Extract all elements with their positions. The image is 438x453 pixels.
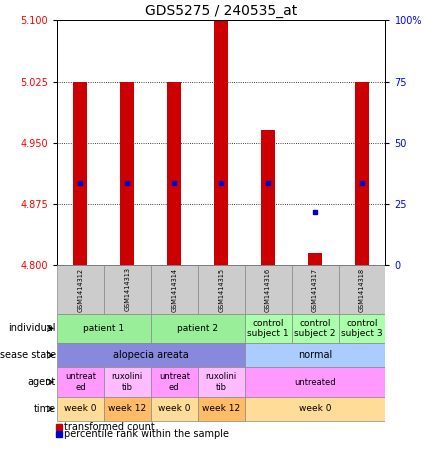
FancyBboxPatch shape [245,343,385,367]
FancyBboxPatch shape [57,265,104,314]
Bar [308,253,322,265]
Text: week 0: week 0 [158,405,191,413]
Text: patient 1: patient 1 [83,324,124,333]
Text: GSM1414315: GSM1414315 [218,267,224,312]
FancyBboxPatch shape [104,367,151,397]
Text: normal: normal [298,350,332,360]
Bar [167,82,181,265]
FancyBboxPatch shape [57,314,151,343]
Bar [74,82,88,265]
FancyBboxPatch shape [104,397,151,421]
Bar [355,82,369,265]
Title: GDS5275 / 240535_at: GDS5275 / 240535_at [145,4,297,18]
Text: agent: agent [28,377,56,387]
FancyBboxPatch shape [292,265,339,314]
Text: week 12: week 12 [202,405,240,413]
Text: GSM1414316: GSM1414316 [265,267,271,312]
Text: untreat
ed: untreat ed [65,372,96,392]
Text: percentile rank within the sample: percentile rank within the sample [64,429,229,439]
Text: GSM1414313: GSM1414313 [124,267,131,312]
Text: time: time [34,404,56,414]
Text: ruxolini
tib: ruxolini tib [205,372,237,392]
Text: alopecia areata: alopecia areata [113,350,189,360]
FancyBboxPatch shape [339,314,385,343]
FancyBboxPatch shape [57,343,245,367]
Text: control
subject 2: control subject 2 [294,319,336,338]
FancyBboxPatch shape [151,397,198,421]
Text: week 0: week 0 [64,405,97,413]
Bar [120,82,134,265]
Text: control
subject 3: control subject 3 [341,319,383,338]
Text: GSM1414317: GSM1414317 [312,267,318,312]
Text: control
subject 1: control subject 1 [247,319,289,338]
FancyBboxPatch shape [57,397,104,421]
Bar [261,130,275,265]
FancyBboxPatch shape [198,265,245,314]
FancyBboxPatch shape [198,367,245,397]
FancyBboxPatch shape [57,367,104,397]
FancyBboxPatch shape [245,397,385,421]
FancyBboxPatch shape [292,314,339,343]
Text: transformed count: transformed count [64,422,155,432]
Text: individual: individual [8,323,56,333]
FancyBboxPatch shape [104,265,151,314]
Text: GSM1414318: GSM1414318 [359,267,365,312]
Text: week 12: week 12 [108,405,146,413]
Text: GSM1414312: GSM1414312 [78,267,83,312]
Bar [214,20,228,265]
Text: ruxolini
tib: ruxolini tib [112,372,143,392]
Text: disease state: disease state [0,350,56,360]
FancyBboxPatch shape [245,265,292,314]
Text: week 0: week 0 [299,405,331,413]
FancyBboxPatch shape [151,265,198,314]
FancyBboxPatch shape [151,367,198,397]
FancyBboxPatch shape [245,314,292,343]
FancyBboxPatch shape [198,397,245,421]
Text: untreat
ed: untreat ed [159,372,190,392]
Text: patient 2: patient 2 [177,324,218,333]
FancyBboxPatch shape [151,314,245,343]
Text: untreated: untreated [294,377,336,386]
Text: GSM1414314: GSM1414314 [171,267,177,312]
FancyBboxPatch shape [339,265,385,314]
FancyBboxPatch shape [245,367,385,397]
